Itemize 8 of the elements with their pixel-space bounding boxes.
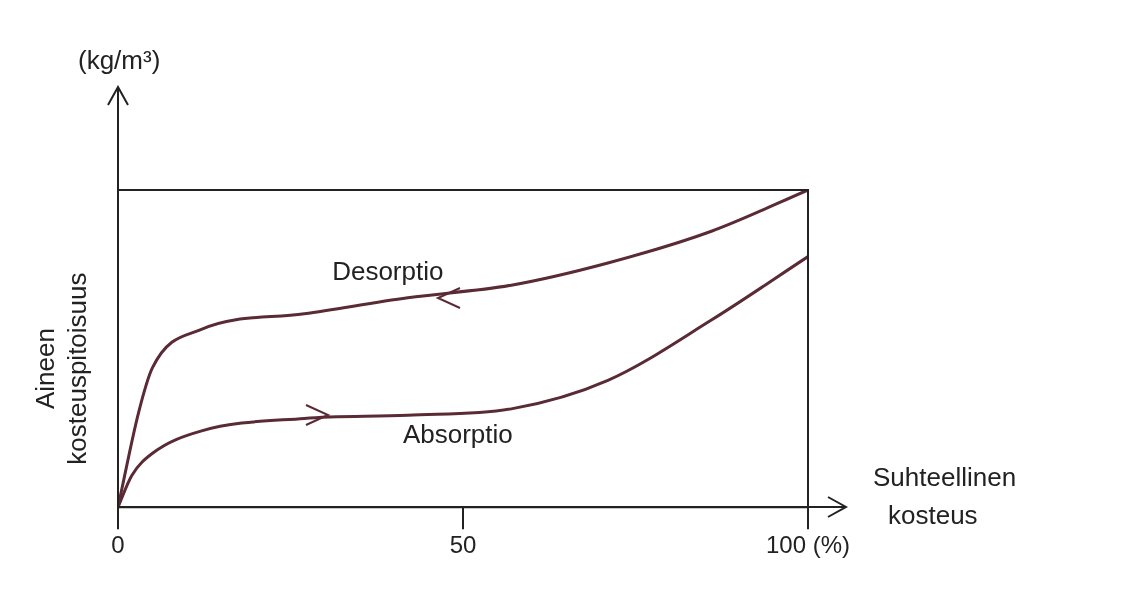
series-label: Absorptio — [402, 419, 513, 450]
x-tick-label: 50 — [449, 531, 477, 559]
series-label: Desorptio — [332, 256, 444, 287]
x-axis-title: Suhteellinen kosteus — [873, 462, 1017, 531]
x-tick-label: 0 — [111, 531, 125, 559]
y-axis-title: Aineen kosteuspitoisuus — [30, 272, 93, 465]
x-tick-label: 100 (%) — [765, 531, 851, 559]
text: (kg/m³) — [78, 45, 161, 76]
